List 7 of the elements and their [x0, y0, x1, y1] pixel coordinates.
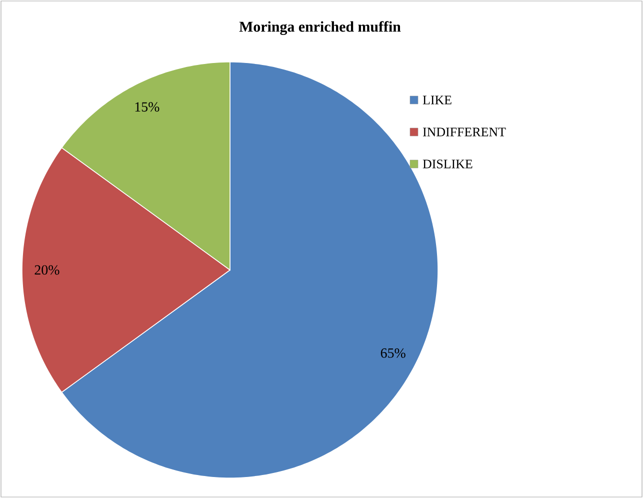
- legend-label: LIKE: [422, 96, 452, 104]
- chart-title: Moringa enriched muffin: [239, 21, 401, 35]
- legend-label: INDIFFERENT: [422, 128, 506, 136]
- legend-label: DISLIKE: [422, 160, 472, 168]
- data-label: 15%: [135, 102, 160, 112]
- data-label: 20%: [34, 265, 60, 275]
- data-label: 65%: [380, 348, 406, 358]
